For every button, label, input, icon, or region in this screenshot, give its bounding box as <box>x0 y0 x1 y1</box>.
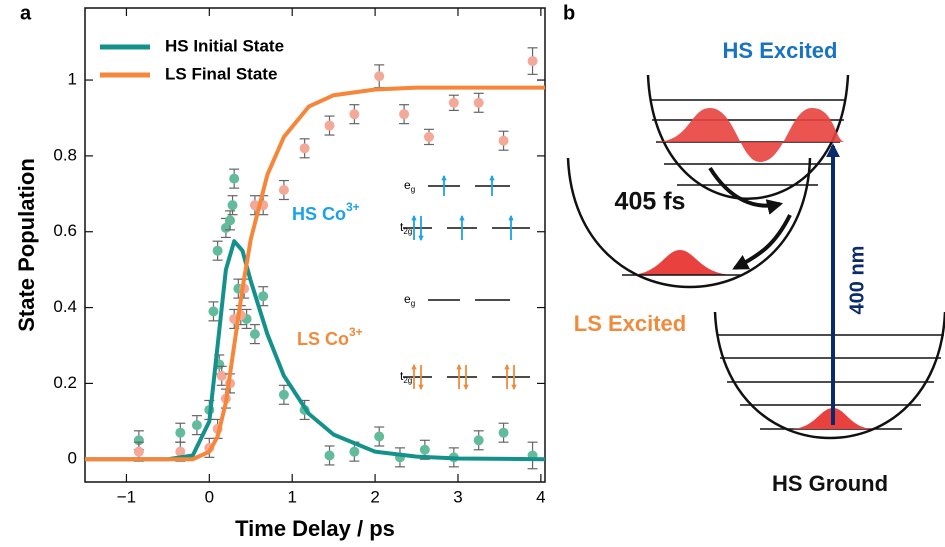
data-point <box>249 329 260 340</box>
state-label: HS Excited <box>723 38 838 63</box>
spin-arrows <box>411 174 517 391</box>
data-point <box>212 245 223 256</box>
data-point <box>220 222 231 233</box>
plot-frame <box>84 7 546 483</box>
data-point <box>299 143 310 154</box>
data-point <box>225 215 236 226</box>
data-point <box>498 135 509 146</box>
annotation: HS Co3+ <box>292 200 360 224</box>
state-label: LS Excited <box>574 311 686 336</box>
data-point <box>133 435 144 446</box>
data-point <box>324 450 335 461</box>
svg-text:eg: eg <box>404 178 415 194</box>
legend-label: LS Final State <box>165 64 277 83</box>
svg-text:t2g: t2g <box>400 220 412 236</box>
time-label: 405 fs <box>615 188 686 216</box>
y-tick-label: 0.6 <box>53 221 77 240</box>
data-point <box>419 444 430 455</box>
data-point <box>374 71 385 82</box>
svg-text:t2g: t2g <box>400 369 412 385</box>
y-axis-label: State Population <box>14 158 39 332</box>
data-point <box>133 446 144 457</box>
x-tick-label: 0 <box>205 487 214 506</box>
data-point <box>278 389 289 400</box>
data-point <box>349 446 360 457</box>
x-tick-label: 1 <box>287 487 296 506</box>
data-point <box>258 291 269 302</box>
data-point <box>399 109 410 120</box>
y-tick-label: 1 <box>68 70 77 89</box>
y-tick-label: 0.8 <box>53 145 77 164</box>
chart: −1 0 1 2 3 4 0 0.2 0.4 0.6 0.8 1 HS Initial State LS … <box>53 7 546 506</box>
data-point <box>175 427 186 438</box>
line <box>85 85 545 462</box>
data-point <box>227 200 238 211</box>
data-point <box>208 306 219 317</box>
annotation: LS Co3+ <box>297 325 363 349</box>
data-point <box>473 435 484 446</box>
data-point <box>216 370 227 381</box>
data-point <box>473 97 484 108</box>
data-point <box>448 97 459 108</box>
state-label: HS Ground <box>772 471 888 496</box>
y-tick-label: 0 <box>68 449 77 468</box>
x-tick-label: 2 <box>370 487 379 506</box>
data-point <box>229 173 240 184</box>
data-point <box>175 446 186 457</box>
svg-text:eg: eg <box>404 292 415 308</box>
data-point <box>349 109 360 120</box>
y-tick-label: 0.2 <box>53 373 77 392</box>
y-tick-label: 0.4 <box>53 297 77 316</box>
orbital-diagram <box>403 185 530 378</box>
legend-label: HS Initial State <box>165 36 284 55</box>
wavelength-label: 400 nm <box>846 246 868 315</box>
panel-label: a <box>20 2 32 24</box>
data-point <box>374 431 385 442</box>
data-point <box>527 56 538 67</box>
data-point <box>324 120 335 131</box>
x-tick-label: 4 <box>536 487 545 506</box>
line <box>85 239 546 462</box>
orbital-labels: eg t2g eg t2g <box>400 178 415 385</box>
data-point <box>278 185 289 196</box>
data-point <box>423 131 434 142</box>
energy-diagram: b HS Excited 405 fs LS Excited 400 nm HS… <box>563 2 945 496</box>
data-point <box>191 420 202 431</box>
x-tick-label: 3 <box>453 487 462 506</box>
x-tick-label: −1 <box>117 487 136 506</box>
data-point <box>498 427 509 438</box>
panel-label: b <box>563 2 575 24</box>
x-axis-label: Time Delay / ps <box>235 516 395 541</box>
